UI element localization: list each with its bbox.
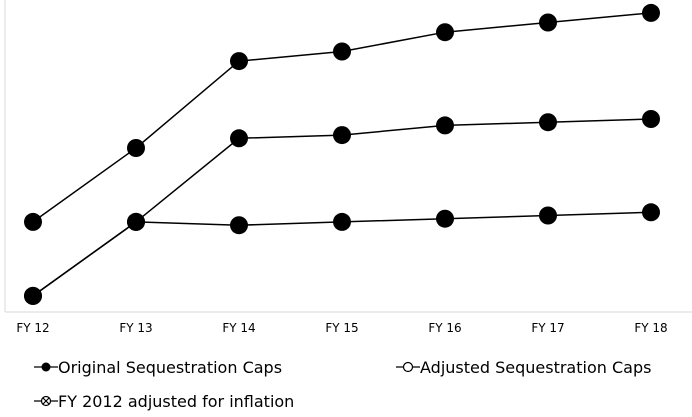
x-tick-labels: FY 12 FY 13 FY 14 FY 15 FY 16 FY 17 FY 18 bbox=[16, 321, 667, 335]
data-point-original-sequestration-caps-fy-18 bbox=[642, 3, 660, 22]
series-fy-2012-adjusted-for-inflation bbox=[24, 203, 660, 305]
data-point-fy-2012-adjusted-for-inflation-fy-15 bbox=[333, 212, 351, 231]
legend-marker-inflation-cross-b bbox=[42, 397, 50, 405]
data-point-original-sequestration-caps-fy-16 bbox=[436, 23, 454, 42]
data-point-adjusted-sequestration-caps-fy-15 bbox=[333, 126, 351, 145]
x-tick-label-fy-13: FY 13 bbox=[119, 321, 152, 335]
x-tick-label-fy-18: FY 18 bbox=[634, 321, 667, 335]
data-point-original-sequestration-caps-fy-17 bbox=[539, 13, 557, 32]
legend: Original Sequestration Caps Adjusted Seq… bbox=[34, 358, 651, 411]
legend-label-inflation: FY 2012 adjusted for inflation bbox=[58, 392, 294, 411]
series-line-adjusted-sequestration-caps bbox=[32, 118, 652, 297]
data-point-adjusted-sequestration-caps-fy-16 bbox=[436, 116, 454, 135]
axes bbox=[4, 0, 692, 313]
data-point-fy-2012-adjusted-for-inflation-fy-16 bbox=[436, 209, 454, 228]
data-point-original-sequestration-caps-fy-14 bbox=[230, 52, 248, 71]
series-adjusted-sequestration-caps bbox=[24, 110, 660, 305]
legend-label-adjusted: Adjusted Sequestration Caps bbox=[420, 358, 651, 377]
legend-item-adjusted: Adjusted Sequestration Caps bbox=[396, 358, 651, 377]
series-layer bbox=[24, 3, 660, 305]
legend-item-inflation: FY 2012 adjusted for inflation bbox=[34, 392, 294, 411]
data-point-fy-2012-adjusted-for-inflation-fy-18 bbox=[642, 203, 660, 222]
data-point-adjusted-sequestration-caps-fy-17 bbox=[539, 113, 557, 132]
data-point-adjusted-sequestration-caps-fy-18 bbox=[642, 110, 660, 128]
data-point-original-sequestration-caps-fy-12 bbox=[24, 212, 42, 231]
x-tick-label-fy-14: FY 14 bbox=[222, 321, 255, 335]
data-point-fy-2012-adjusted-for-inflation-fy-17 bbox=[539, 206, 557, 225]
data-point-fy-2012-adjusted-for-inflation-fy-12 bbox=[24, 286, 42, 305]
x-tick-label-fy-12: FY 12 bbox=[16, 321, 49, 335]
data-point-fy-2012-adjusted-for-inflation-fy-14 bbox=[230, 216, 248, 235]
legend-item-original: Original Sequestration Caps bbox=[34, 358, 282, 377]
x-tick-label-fy-16: FY 16 bbox=[428, 321, 461, 335]
x-tick-label-fy-17: FY 17 bbox=[531, 321, 564, 335]
data-point-fy-2012-adjusted-for-inflation-fy-13 bbox=[127, 212, 145, 231]
x-tick-label-fy-15: FY 15 bbox=[325, 321, 358, 335]
data-point-original-sequestration-caps-fy-13 bbox=[127, 139, 145, 157]
data-point-original-sequestration-caps-fy-15 bbox=[333, 42, 351, 61]
series-original-sequestration-caps bbox=[24, 3, 660, 231]
data-point-adjusted-sequestration-caps-fy-14 bbox=[230, 129, 248, 148]
legend-marker-original bbox=[41, 362, 51, 372]
legend-label-original: Original Sequestration Caps bbox=[58, 358, 282, 377]
legend-marker-adjusted bbox=[402, 361, 414, 373]
